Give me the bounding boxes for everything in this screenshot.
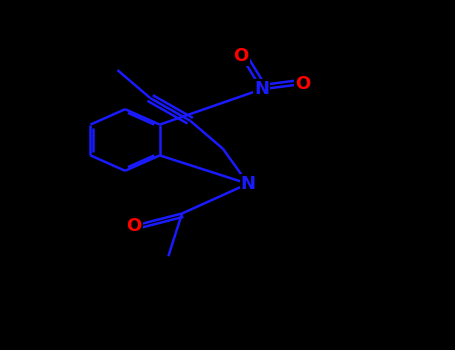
Text: O: O: [233, 47, 249, 65]
Text: O: O: [295, 75, 310, 93]
Text: N: N: [241, 175, 255, 193]
Text: N: N: [254, 80, 269, 98]
Text: O: O: [126, 217, 142, 235]
